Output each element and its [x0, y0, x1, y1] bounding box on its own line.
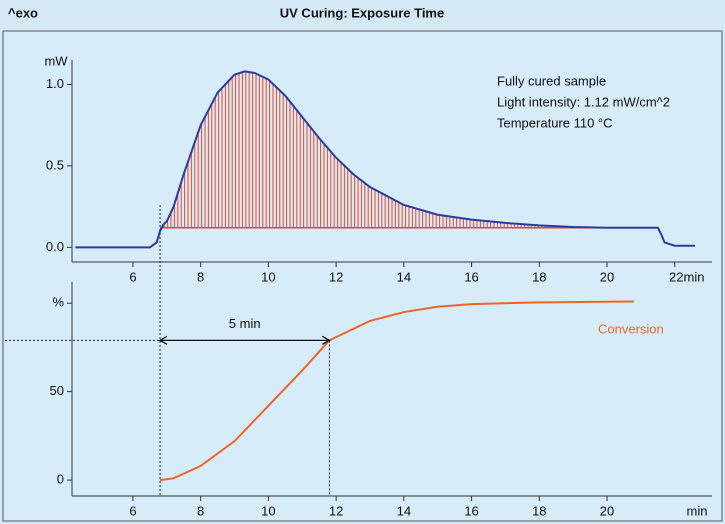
x-tick-label: 6 [129, 503, 136, 518]
line [75, 70, 696, 249]
chart-title: UV Curing: Exposure Time [280, 5, 444, 20]
x-tick-label: 18 [532, 269, 546, 284]
frame [2, 30, 723, 522]
x-tick-label: 6 [129, 269, 136, 284]
y-tick-label: 50 [50, 383, 64, 398]
x-tick-label: 20 [600, 269, 614, 284]
integration-hatch [160, 71, 658, 232]
x-tick-label: 12 [329, 269, 343, 284]
annotation: Fully cured sample [497, 73, 606, 88]
y-tick-label: 0 [57, 472, 64, 487]
x-tick-label: 8 [197, 269, 204, 284]
x-tick-label: 22min [669, 269, 704, 284]
x-tick-label: 18 [532, 503, 546, 518]
x-tick-label: 12 [329, 503, 343, 518]
x-tick-label: 10 [261, 503, 275, 518]
exo-label: ^exo [8, 5, 38, 20]
annotation: 5 min [229, 316, 261, 331]
x-tick-label: 14 [397, 269, 411, 284]
y-tick-label: 0.0 [46, 239, 64, 254]
x-tick-label: 10 [261, 269, 275, 284]
y-axis-label: mW [44, 53, 68, 68]
y-tick-label: 1.0 [46, 76, 64, 91]
series-label: Conversion [598, 321, 664, 336]
x-tick-label: 8 [197, 503, 204, 518]
x-tick-label: 16 [464, 503, 478, 518]
y-tick-label: % [52, 295, 64, 310]
x-axis-label: min [687, 503, 708, 518]
line [159, 300, 635, 482]
x-tick-label: 16 [464, 269, 478, 284]
y-tick-label: 0.5 [46, 157, 64, 172]
x-tick-label: 20 [600, 503, 614, 518]
annotation: Temperature 110 °C [497, 115, 613, 130]
annotation: Light intensity: 1.12 mW/cm^2 [497, 94, 670, 109]
x-tick-label: 14 [397, 503, 411, 518]
arrow [158, 335, 331, 345]
